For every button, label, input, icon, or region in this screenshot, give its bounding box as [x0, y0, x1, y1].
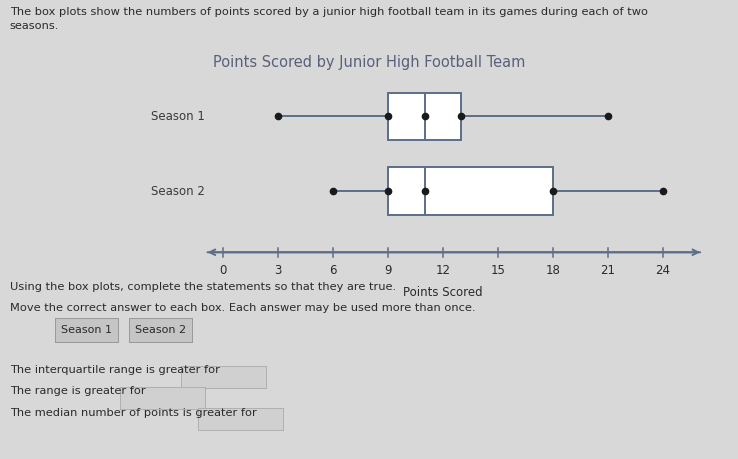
Text: 15: 15	[490, 264, 506, 277]
Text: Season 1: Season 1	[151, 110, 204, 123]
Text: 24: 24	[655, 264, 670, 277]
Text: 6: 6	[329, 264, 337, 277]
Bar	[388, 168, 553, 215]
Text: The range is greater for: The range is greater for	[10, 386, 145, 397]
Text: 21: 21	[600, 264, 615, 277]
Text: seasons.: seasons.	[10, 21, 59, 31]
Bar	[388, 93, 461, 140]
Text: Move the correct answer to each box. Each answer may be used more than once.: Move the correct answer to each box. Eac…	[10, 303, 475, 313]
Text: Points Scored by Junior High Football Team: Points Scored by Junior High Football Te…	[213, 55, 525, 70]
Text: 18: 18	[545, 264, 560, 277]
Text: The interquartile range is greater for: The interquartile range is greater for	[10, 365, 219, 375]
Text: The median number of points is greater for: The median number of points is greater f…	[10, 408, 256, 418]
Text: Season 2: Season 2	[135, 325, 186, 335]
Text: Points Scored: Points Scored	[403, 286, 483, 299]
Text: 3: 3	[275, 264, 282, 277]
Text: 9: 9	[384, 264, 392, 277]
Text: Using the box plots, complete the statements so that they are true.: Using the box plots, complete the statem…	[10, 282, 396, 292]
Text: The box plots show the numbers of points scored by a junior high football team i: The box plots show the numbers of points…	[10, 7, 647, 17]
Text: Season 1: Season 1	[61, 325, 112, 335]
Text: Season 2: Season 2	[151, 185, 204, 198]
Text: 12: 12	[435, 264, 450, 277]
Text: 0: 0	[219, 264, 227, 277]
